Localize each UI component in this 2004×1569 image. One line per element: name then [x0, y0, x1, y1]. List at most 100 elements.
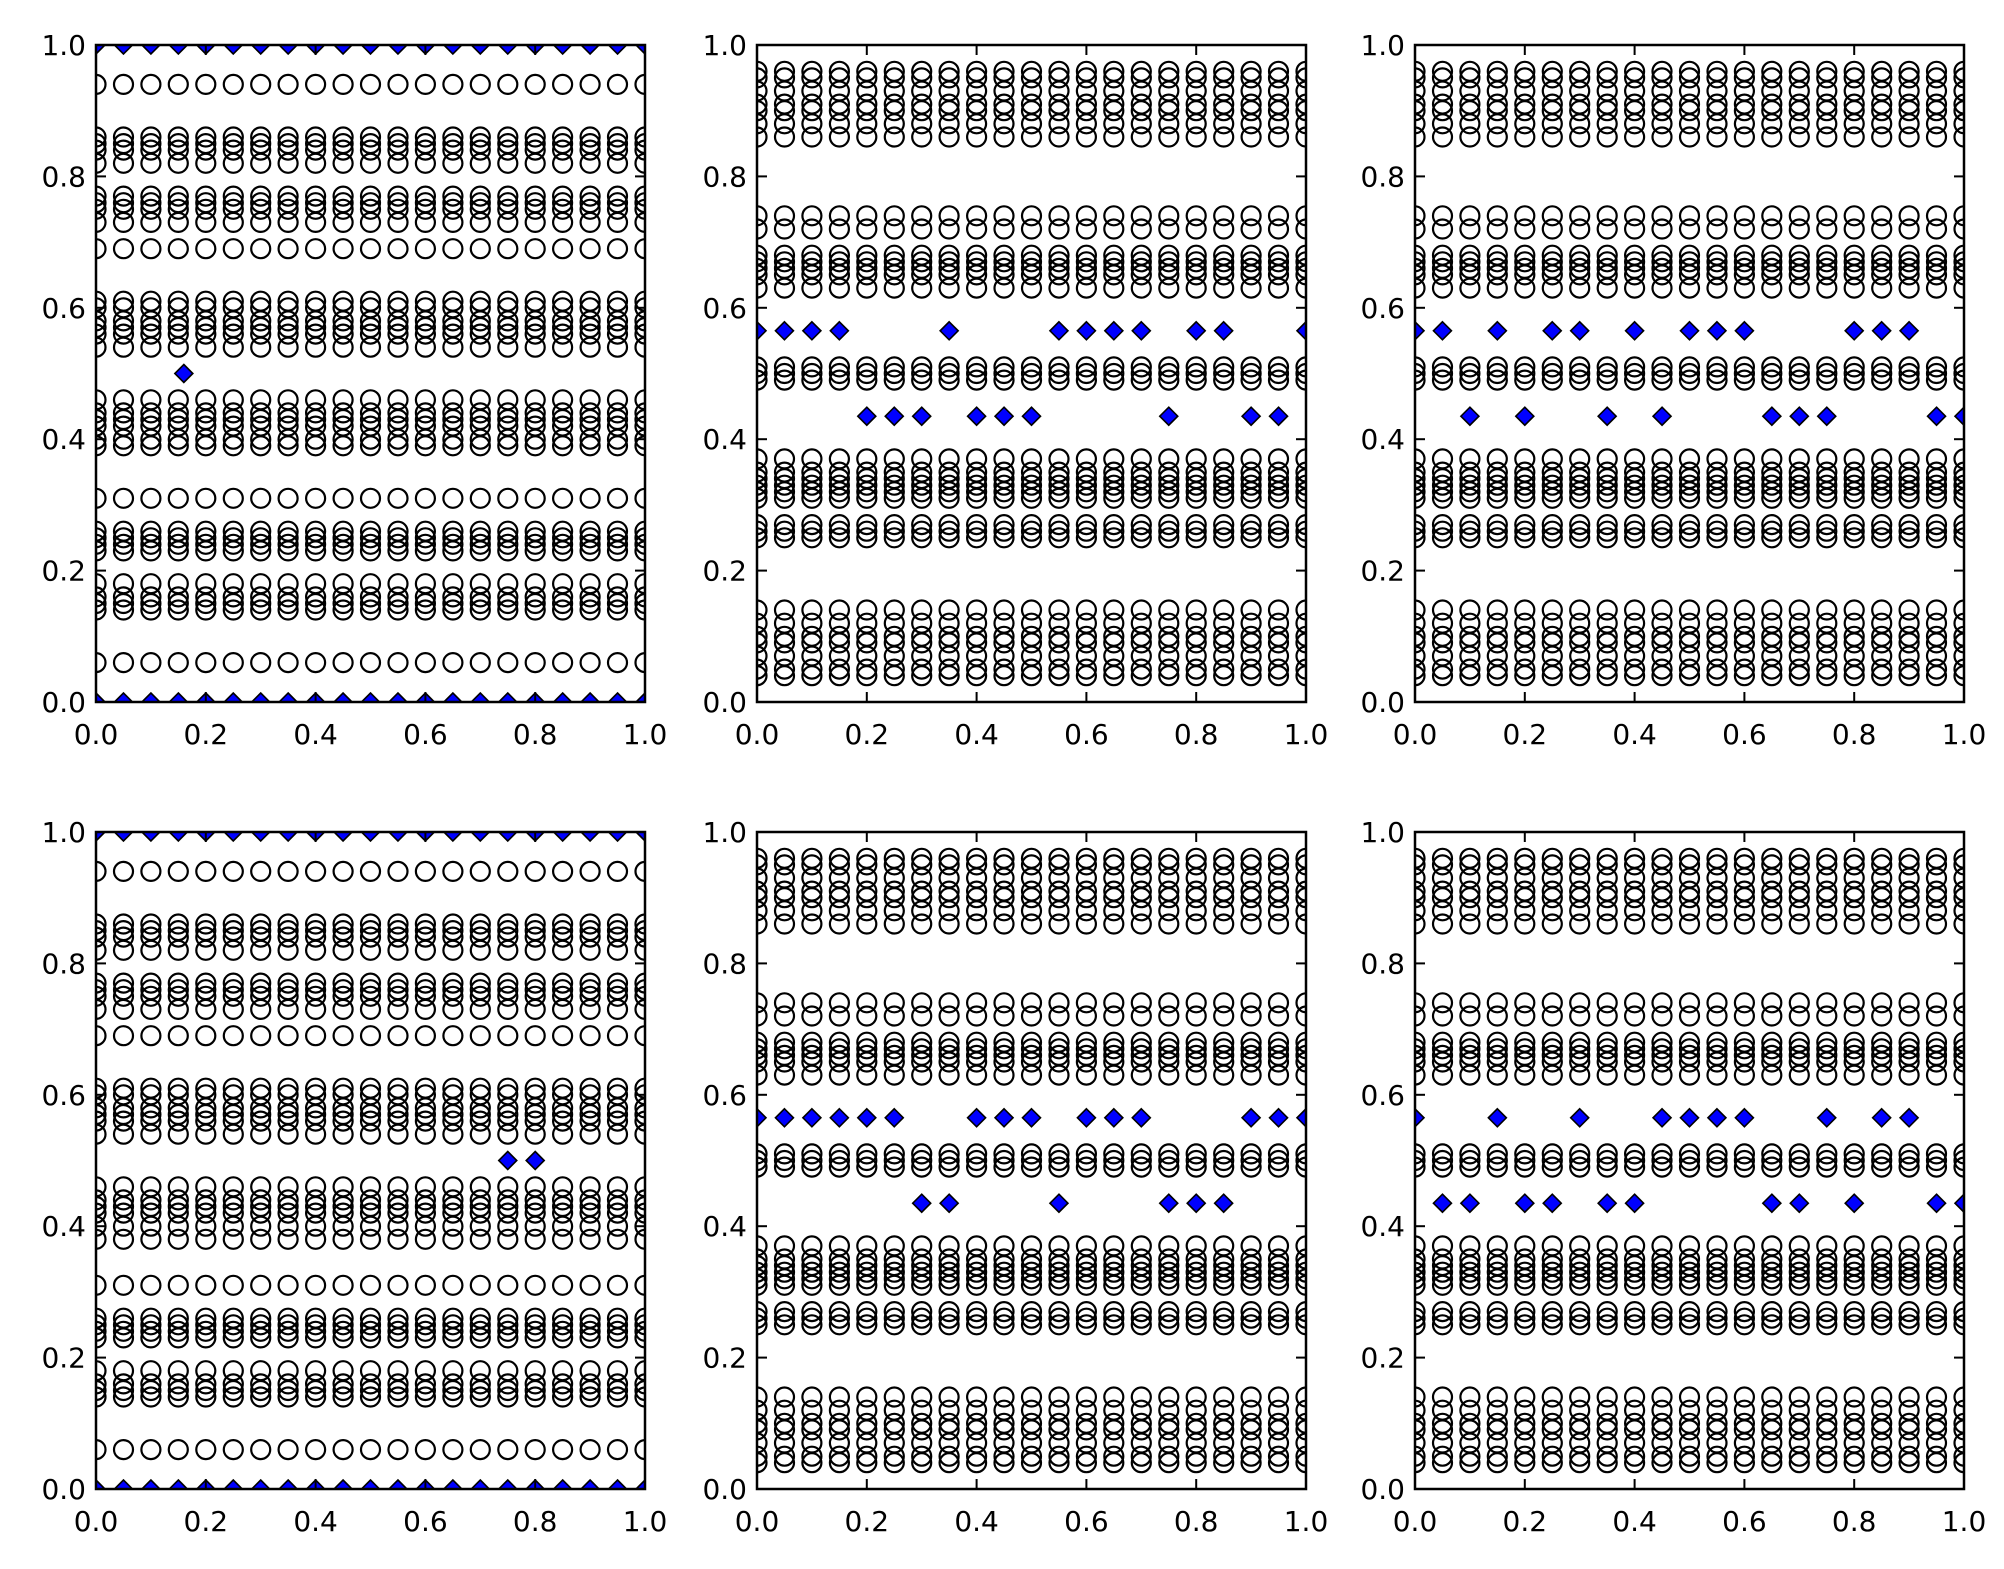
circle-point: [1020, 847, 1043, 869]
circle-point: [856, 880, 878, 902]
circle-point: [1240, 625, 1262, 647]
circle-point: [856, 251, 878, 273]
circle-point: [773, 520, 796, 542]
circle-point: [1431, 1307, 1454, 1329]
circle-point: [1020, 527, 1043, 549]
circle-point: [1596, 205, 1618, 227]
circle-point: [1788, 992, 1810, 1014]
circle-point: [1158, 369, 1180, 391]
circle-point: [1816, 67, 1838, 89]
diamond-point: [1076, 320, 1097, 341]
circle-point: [551, 860, 574, 883]
circle-point: [442, 1202, 464, 1224]
circle-point: [911, 1399, 933, 1421]
y-tick-label: 1.0: [702, 29, 747, 62]
circle-point: [1130, 1149, 1152, 1172]
circle-point: [965, 257, 988, 279]
circle-point: [1213, 461, 1235, 483]
circle-point: [1569, 218, 1591, 240]
circle-point: [883, 244, 905, 266]
circle-point: [856, 527, 878, 549]
circle-point: [222, 1386, 244, 1408]
circle-point: [1898, 1261, 1920, 1283]
circle-point: [801, 1300, 823, 1323]
circle-point: [938, 1143, 960, 1165]
circle-point: [1733, 854, 1756, 876]
circle-point: [1431, 356, 1454, 378]
circle-point: [551, 573, 574, 595]
circle-point: [250, 1360, 272, 1382]
diamond-point: [1542, 320, 1563, 341]
circle-point: [1541, 1156, 1563, 1178]
circle-point: [1459, 599, 1481, 621]
circle-point: [1103, 625, 1125, 647]
circle-point: [1130, 992, 1152, 1014]
diamond-point: [360, 691, 381, 703]
circle-point: [469, 1025, 491, 1047]
circle-point: [222, 323, 244, 345]
circle-point: [1678, 93, 1701, 115]
circle-point: [911, 520, 933, 542]
circle-point: [112, 1202, 135, 1224]
diamond-point: [1487, 1107, 1508, 1128]
circle-point: [387, 1386, 409, 1408]
circle-point: [1816, 461, 1838, 483]
circle-point: [1788, 1445, 1810, 1467]
circle-point: [167, 1202, 189, 1224]
circle-point: [1651, 992, 1673, 1014]
circle-point: [140, 1025, 162, 1047]
circle-point: [1130, 60, 1152, 82]
circle-point: [305, 192, 327, 214]
circle-point: [1871, 527, 1893, 549]
circle-point: [1213, 60, 1235, 82]
circle-point: [1925, 612, 1948, 634]
circle-point: [414, 1386, 436, 1408]
circle-point: [911, 461, 933, 483]
circle-point: [1267, 1445, 1290, 1467]
circle-point: [801, 244, 823, 266]
circle-point: [359, 185, 382, 207]
circle-point: [387, 133, 409, 155]
circle-point: [1925, 1412, 1948, 1434]
circle-point: [1459, 520, 1481, 542]
circle-point: [801, 1044, 823, 1067]
circle-point: [277, 1320, 299, 1342]
circle-point: [1240, 1314, 1262, 1336]
circle-point: [1075, 1307, 1098, 1329]
circle-point: [1103, 992, 1125, 1014]
circle-point: [1267, 658, 1290, 680]
circle-point: [1486, 474, 1508, 496]
circle-point: [1514, 474, 1536, 496]
circle-point: [414, 1176, 436, 1198]
circle-point: [497, 1084, 519, 1106]
circle-point: [1103, 244, 1125, 266]
circle-point: [911, 658, 933, 680]
circle-point: [277, 1228, 299, 1250]
circle-point: [1871, 474, 1893, 496]
circle-point: [1103, 599, 1125, 621]
circle-point: [1596, 513, 1618, 536]
circle-point: [442, 1360, 464, 1382]
circle-point: [524, 389, 546, 411]
circle-point: [1843, 658, 1865, 680]
circle-point: [938, 356, 960, 378]
circle-point: [1733, 992, 1756, 1014]
circle-point: [1596, 1149, 1618, 1172]
circle-point: [1240, 1399, 1262, 1421]
circle-point: [497, 1110, 519, 1132]
circle-point: [1651, 599, 1673, 621]
circle-point: [359, 919, 382, 942]
circle-point: [1761, 1412, 1783, 1434]
circle-point: [1569, 205, 1591, 227]
circle-point: [1130, 205, 1152, 227]
circle-point: [1871, 599, 1893, 621]
circle-point: [801, 1143, 823, 1165]
circle-point: [993, 1261, 1015, 1283]
circle-point: [524, 985, 546, 1007]
circle-point: [1213, 356, 1235, 378]
circle-point: [1267, 257, 1290, 279]
circle-point: [1788, 356, 1810, 378]
circle-point: [1651, 913, 1673, 935]
circle-point: [1459, 880, 1481, 902]
circle-point: [442, 1386, 464, 1408]
